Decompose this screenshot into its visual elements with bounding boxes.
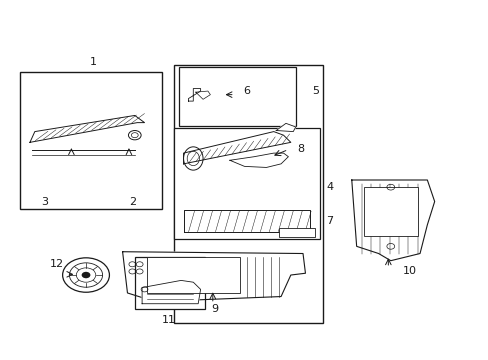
Polygon shape bbox=[142, 280, 200, 304]
Text: 10: 10 bbox=[403, 266, 416, 276]
Text: 4: 4 bbox=[325, 182, 333, 192]
Bar bbox=[147, 257, 239, 293]
Polygon shape bbox=[351, 180, 434, 261]
Bar bbox=[135, 257, 205, 309]
Bar bbox=[20, 72, 161, 209]
Text: 8: 8 bbox=[296, 144, 304, 154]
Bar bbox=[173, 65, 322, 323]
Text: 7: 7 bbox=[325, 216, 333, 226]
Text: 2: 2 bbox=[128, 197, 136, 207]
Text: 12: 12 bbox=[50, 259, 64, 269]
Bar bbox=[278, 228, 315, 237]
Bar bbox=[178, 67, 295, 126]
Polygon shape bbox=[276, 123, 295, 132]
Polygon shape bbox=[30, 116, 144, 142]
Text: 11: 11 bbox=[162, 315, 176, 325]
Circle shape bbox=[63, 258, 109, 292]
Text: 9: 9 bbox=[211, 304, 218, 314]
Polygon shape bbox=[229, 153, 288, 167]
Polygon shape bbox=[183, 132, 290, 164]
Text: 5: 5 bbox=[311, 86, 318, 96]
Polygon shape bbox=[183, 211, 310, 232]
Text: 3: 3 bbox=[41, 197, 48, 207]
Polygon shape bbox=[122, 252, 305, 300]
Circle shape bbox=[81, 272, 90, 278]
Text: 1: 1 bbox=[90, 57, 97, 67]
Text: 6: 6 bbox=[243, 86, 250, 96]
Bar bbox=[363, 187, 417, 235]
Bar bbox=[173, 128, 320, 239]
